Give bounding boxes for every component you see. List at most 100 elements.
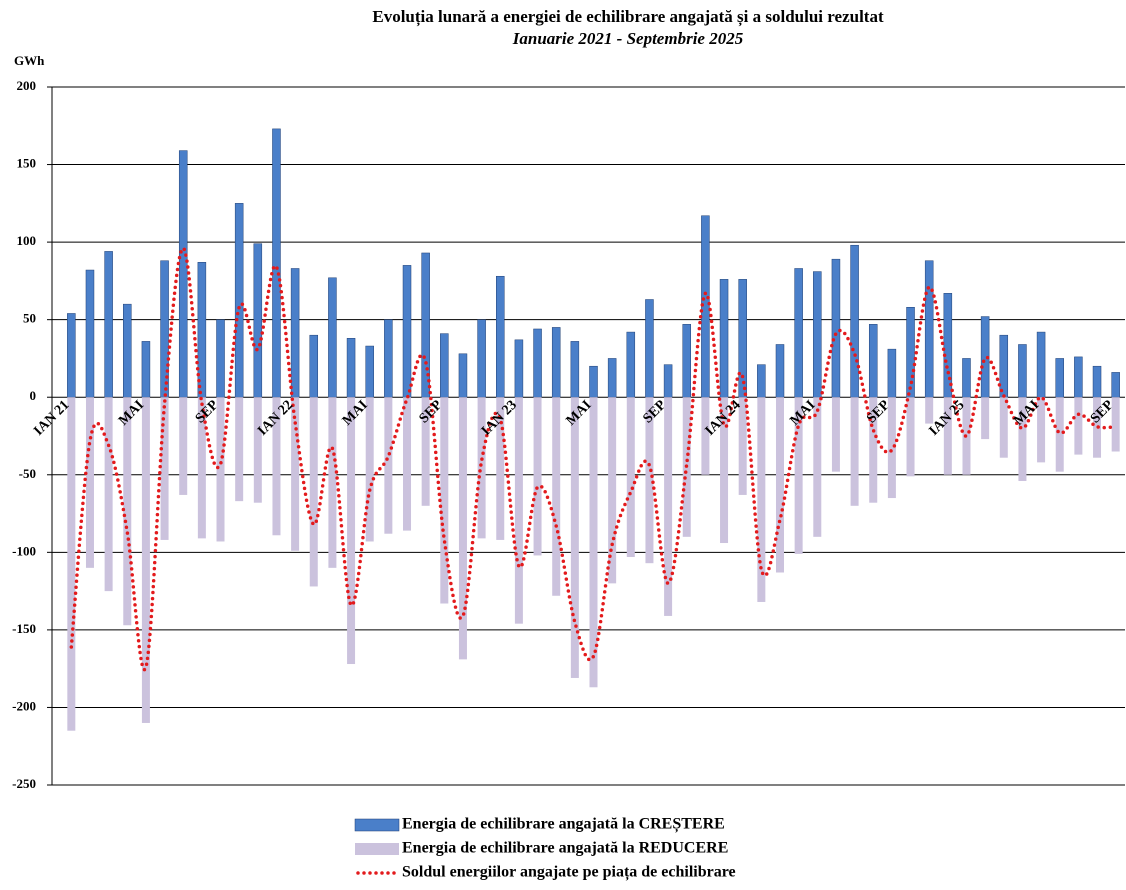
bar: [626, 397, 635, 557]
bar: [999, 397, 1008, 458]
bar: [514, 397, 523, 624]
bar: [906, 397, 915, 477]
bar: [346, 338, 356, 398]
bar: [701, 397, 710, 475]
bar: [141, 397, 150, 723]
bar: [496, 397, 505, 540]
bar: [253, 243, 263, 398]
bar: [533, 397, 542, 556]
bar: [328, 397, 337, 568]
bar: [720, 397, 729, 544]
bar: [402, 265, 412, 398]
bar: [477, 397, 486, 539]
chart-title: Evoluția lunară a energiei de echilibrar…: [372, 7, 884, 27]
bar: [1093, 397, 1102, 458]
bar: [365, 345, 374, 398]
bar: [1055, 358, 1064, 398]
bar: [309, 397, 318, 587]
bar: [384, 319, 393, 398]
bar: [831, 258, 841, 398]
y-tick-label: 150: [17, 156, 37, 171]
bar: [234, 203, 244, 398]
bar: [626, 331, 636, 398]
bar: [925, 397, 934, 424]
bar: [663, 364, 673, 398]
bar: [552, 397, 561, 596]
bar: [794, 268, 803, 398]
bar: [123, 303, 132, 398]
bar: [608, 397, 617, 584]
bar: [67, 397, 76, 731]
legend-label: Soldul energiilor angajate pe piața de e…: [402, 864, 736, 882]
bar: [365, 397, 374, 542]
balance-line: [69, 246, 1118, 672]
bar: [253, 397, 262, 503]
bar: [775, 344, 785, 398]
y-tick-label: -250: [12, 776, 36, 791]
bar: [1018, 397, 1027, 481]
bar: [235, 397, 244, 502]
bar: [197, 397, 206, 539]
bar: [272, 397, 281, 536]
bar: [664, 397, 673, 616]
bar: [551, 327, 561, 398]
y-tick-label: -200: [12, 698, 36, 713]
bar: [533, 328, 542, 398]
bar: [309, 334, 319, 398]
y-axis-label: GWh: [14, 53, 45, 68]
bar: [1074, 397, 1083, 455]
bar: [980, 316, 990, 398]
bar: [1037, 397, 1046, 463]
bar: [403, 397, 412, 531]
bar: [906, 307, 915, 398]
y-tick-label: 200: [17, 78, 37, 93]
bar: [1036, 331, 1046, 398]
bar: [347, 397, 356, 665]
bar: [458, 397, 467, 660]
bar: [178, 150, 188, 398]
bar: [85, 397, 94, 568]
bar: [291, 397, 300, 551]
bar: [67, 313, 76, 398]
bar: [607, 358, 617, 398]
bar: [85, 269, 95, 398]
bar: [141, 341, 151, 398]
legend-marker: [354, 818, 400, 832]
bar: [1092, 365, 1102, 398]
bar: [123, 397, 132, 626]
bar: [850, 244, 859, 398]
y-tick-label: 0: [30, 388, 37, 403]
bar: [272, 128, 281, 398]
bar: [496, 275, 505, 398]
bar: [384, 397, 393, 534]
bar: [962, 358, 971, 398]
bar: [719, 279, 729, 398]
bar: [645, 397, 654, 564]
bar: [831, 397, 840, 472]
bar: [757, 397, 766, 602]
bar: [682, 324, 691, 398]
bar: [943, 397, 952, 475]
bar: [869, 397, 878, 503]
legend-label: Energia de echilibrare angajată la CREȘT…: [402, 816, 725, 834]
legend-marker: [355, 843, 399, 855]
bar: [794, 397, 803, 554]
bar: [1074, 356, 1083, 398]
bar: [589, 397, 598, 688]
bar: [645, 299, 654, 398]
y-tick-label: -100: [12, 543, 36, 558]
bar: [682, 397, 691, 537]
bar: [924, 260, 934, 398]
bar: [290, 268, 300, 398]
y-tick-label: -150: [12, 621, 36, 636]
bar: [458, 353, 468, 398]
bar: [104, 397, 113, 592]
bar: [887, 348, 897, 398]
bar: [589, 365, 598, 398]
bar: [981, 397, 990, 440]
bar: [421, 397, 430, 506]
bar: [216, 397, 225, 542]
bar: [477, 319, 486, 398]
y-tick-label: -50: [19, 466, 36, 481]
